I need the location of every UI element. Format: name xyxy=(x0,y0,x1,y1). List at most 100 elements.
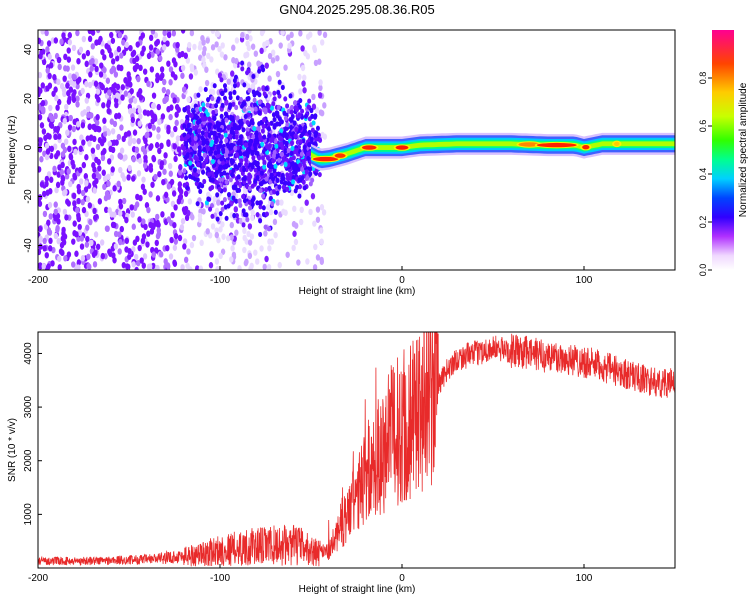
spectrogram-pixel xyxy=(151,102,156,109)
spectrogram-pixel xyxy=(190,214,195,221)
spectrogram-pixel xyxy=(75,207,80,214)
spectrogram-pixel xyxy=(322,133,328,140)
spectrogram-pixel xyxy=(38,197,41,204)
spectrogram-pixel xyxy=(206,196,211,202)
spectrogram-peak xyxy=(312,156,339,162)
spectrogram-pixel xyxy=(280,151,285,158)
spectrogram-pixel xyxy=(200,135,205,141)
spectrogram-pixel xyxy=(38,113,43,121)
spectrogram-pixel xyxy=(229,256,234,263)
spectrogram-pixel xyxy=(298,218,304,226)
spectrogram-pixel xyxy=(150,51,155,58)
spectrogram-pixel xyxy=(272,189,277,195)
spectrogram-pixel xyxy=(178,188,184,195)
spectrogram-pixel xyxy=(49,115,55,123)
spectrogram-pixel xyxy=(191,234,197,242)
spectrogram-pixel xyxy=(242,175,247,182)
spectrogram-pixel xyxy=(77,229,83,236)
spectrogram-pixel xyxy=(224,137,229,144)
x-tick-label: 100 xyxy=(576,275,593,286)
spectrogram-pixel xyxy=(240,66,245,72)
spectrogram-pixel xyxy=(208,206,213,212)
spectrogram-pixel xyxy=(224,99,229,106)
spectrogram-pixel xyxy=(182,145,187,152)
spectrogram-pixel xyxy=(294,126,299,133)
spectrogram-pixel xyxy=(38,243,43,250)
spectrogram-pixel xyxy=(179,224,185,231)
spectrogram-pixel xyxy=(272,116,277,123)
spectrogram-pixel xyxy=(87,35,93,43)
spectrogram-pixel xyxy=(161,178,166,186)
spectrogram-pixel xyxy=(112,185,117,192)
spectrogram-pixel xyxy=(54,95,59,102)
spectrogram-pixel xyxy=(49,176,54,183)
spectrogram-pixel xyxy=(89,65,94,72)
spectrogram-pixel xyxy=(259,245,264,252)
spectrogram-pixel xyxy=(143,223,148,231)
spectrogram-pixel xyxy=(202,146,207,153)
spectrogram-pixel xyxy=(285,186,290,192)
spectrogram-pixel xyxy=(141,262,146,269)
spectrogram-pixel xyxy=(199,239,204,247)
spectrogram-pixel xyxy=(230,172,235,178)
spectrogram-pixel xyxy=(231,167,236,173)
spectrogram-pixel xyxy=(210,30,216,34)
spectrogram-pixel xyxy=(131,261,136,268)
spectrogram-pixel xyxy=(300,64,306,72)
spectrogram-pixel xyxy=(118,238,123,246)
spectrogram-pixel xyxy=(272,167,277,174)
spectrogram-pixel xyxy=(72,200,77,207)
spectrogram-pixel xyxy=(189,113,194,119)
spectrogram-pixel xyxy=(277,184,282,190)
spectrogram-pixel xyxy=(264,187,269,193)
spectrogram-pixel xyxy=(189,241,195,249)
spectrogram-pixel xyxy=(57,255,62,262)
spectrogram-pixel xyxy=(295,106,300,113)
spectrogram-pixel xyxy=(289,109,294,115)
spectrogram-pixel xyxy=(249,119,254,125)
spectrogram-pixel xyxy=(46,263,51,270)
spectrogram-pixel xyxy=(74,250,79,257)
spectrogram-pixel xyxy=(234,198,239,204)
spectrogram-pixel xyxy=(220,206,225,212)
spectrogram-pixel xyxy=(102,54,107,61)
spectrogram-pixel xyxy=(194,172,199,178)
spectrogram-pixel xyxy=(231,195,236,201)
spectrogram-pixel xyxy=(218,252,223,260)
spectrogram-pixel xyxy=(174,111,179,118)
x-tick-label: -100 xyxy=(210,275,230,286)
spectrogram-pixel xyxy=(173,155,178,163)
spectrogram-pixel xyxy=(48,237,53,245)
spectrogram-pixel xyxy=(150,181,155,188)
spectrogram-pixel xyxy=(297,104,302,110)
spectrogram-pixel xyxy=(144,202,150,209)
y-tick-label: 4000 xyxy=(23,342,34,365)
spectrogram-pixel xyxy=(106,180,111,187)
spectrogram-pixel xyxy=(171,190,177,197)
spectrogram-pixel xyxy=(273,231,278,239)
spectrogram-pixel xyxy=(71,192,77,200)
spectrogram-pixel xyxy=(219,134,224,140)
spectrogram-pixel xyxy=(142,109,148,116)
spectrogram-pixel xyxy=(123,90,129,97)
y-tick-label: 40 xyxy=(23,44,34,56)
spectrogram-pixel xyxy=(285,251,290,258)
spectrogram-pixel xyxy=(150,30,156,35)
spectrogram-pixel xyxy=(320,39,325,46)
spectrogram-pixel xyxy=(218,164,223,170)
spectrogram-pixel xyxy=(252,159,257,166)
spectrogram-pixel xyxy=(182,150,187,157)
spectrogram-pixel xyxy=(187,198,193,205)
spectrogram-pixel xyxy=(60,161,65,169)
spectrogram-pixel xyxy=(153,31,158,39)
spectrogram-pixel xyxy=(85,49,91,57)
spectrogram-pixel xyxy=(72,220,77,227)
spectrogram-pixel xyxy=(71,125,77,133)
spectrogram-pixel xyxy=(89,239,94,247)
spectrogram-pixel xyxy=(252,142,257,148)
spectrogram-pixel xyxy=(272,218,278,226)
spectrogram-pixel xyxy=(300,166,305,172)
spectrogram-pixel xyxy=(74,231,79,238)
spectrogram-pixel xyxy=(310,193,316,200)
